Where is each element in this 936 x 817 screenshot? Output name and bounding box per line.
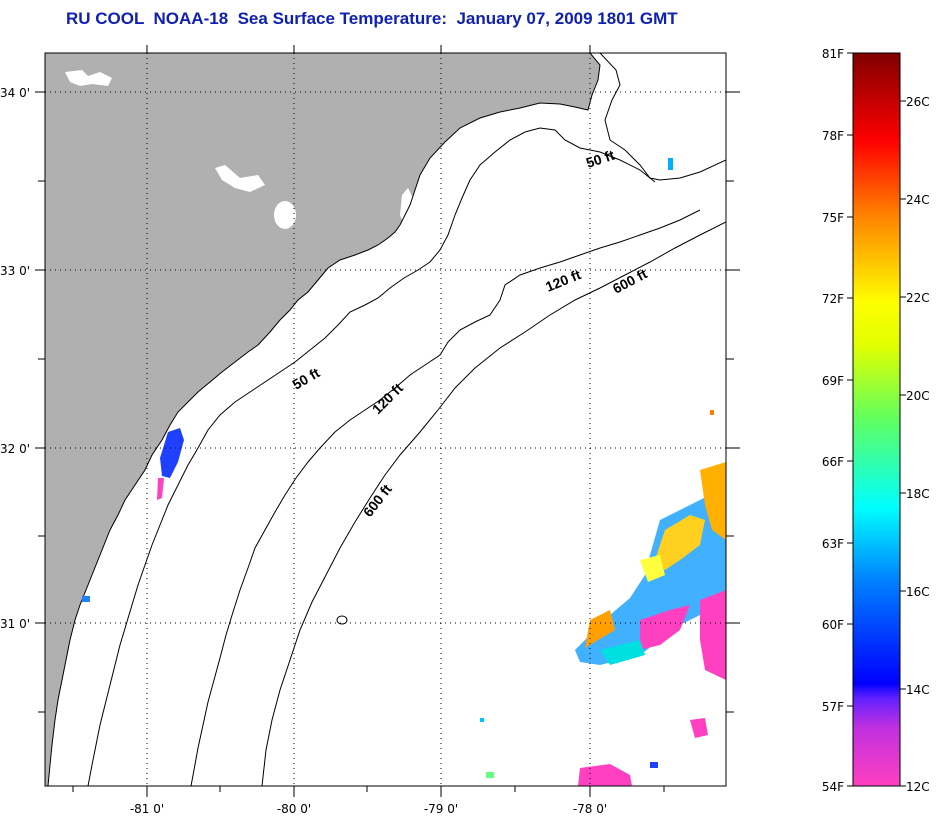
- lat-label: 34 0': [0, 86, 30, 100]
- colorbar-c-label: 22C: [906, 291, 930, 305]
- lat-label: 31 0': [0, 617, 30, 631]
- sst-data-patches: [82, 158, 726, 786]
- colorbar-f-label: 57F: [822, 700, 844, 714]
- colorbar: [852, 52, 901, 787]
- lon-label: -78 0': [573, 802, 607, 816]
- colorbar-c-label: 18C: [906, 487, 930, 501]
- axis-ticks: [35, 45, 740, 797]
- colorbar-f-label: 72F: [822, 292, 844, 306]
- colorbar-ticks: [847, 52, 906, 787]
- colorbar-c-label: 20C: [906, 389, 930, 403]
- lat-label: 33 0': [0, 264, 30, 278]
- colorbar-f-label: 75F: [822, 211, 844, 225]
- map-border: [44, 52, 727, 787]
- colorbar-f-label: 66F: [822, 455, 844, 469]
- colorbar-c-label: 26C: [906, 95, 930, 109]
- colorbar-c-label: 16C: [906, 585, 930, 599]
- isobath-120ft: [190, 209, 701, 786]
- lon-label: -81 0': [130, 802, 164, 816]
- colorbar-f-label: 63F: [822, 537, 844, 551]
- colorbar-c-label: 24C: [906, 193, 930, 207]
- lat-label: 32 0': [0, 442, 30, 456]
- colorbar-f-label: 81F: [822, 47, 844, 61]
- land-mass: [45, 53, 600, 786]
- colorbar-c-label: 14C: [906, 683, 930, 697]
- colorbar-f-label: 54F: [822, 780, 844, 794]
- colorbar-f-label: 60F: [822, 618, 844, 632]
- coastline: [47, 53, 601, 786]
- colorbar-c-label: 12C: [906, 780, 930, 794]
- lon-label: -79 0': [424, 802, 458, 816]
- colorbar-f-label: 78F: [822, 129, 844, 143]
- isobath-50ft: [87, 127, 656, 786]
- map-title: RU COOL NOAA-18 Sea Surface Temperature:…: [66, 9, 678, 28]
- colorbar-f-label: 69F: [822, 374, 844, 388]
- lon-label: -80 0': [277, 802, 311, 816]
- isobath-600ft: [261, 221, 726, 786]
- graticule: [45, 53, 726, 786]
